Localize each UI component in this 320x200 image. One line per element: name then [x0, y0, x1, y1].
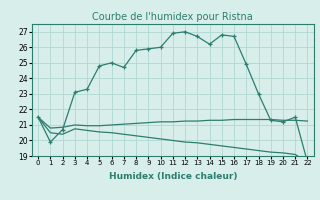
Title: Courbe de l'humidex pour Ristna: Courbe de l'humidex pour Ristna — [92, 12, 253, 22]
X-axis label: Humidex (Indice chaleur): Humidex (Indice chaleur) — [108, 172, 237, 181]
